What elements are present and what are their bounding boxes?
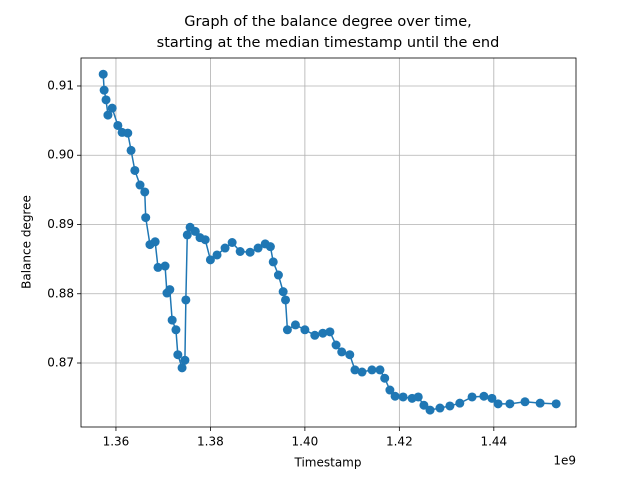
data-point xyxy=(220,243,230,253)
data-point xyxy=(98,69,108,79)
data-point xyxy=(273,270,283,280)
data-point xyxy=(180,355,190,365)
data-point xyxy=(331,340,341,350)
data-point xyxy=(245,247,255,257)
data-point xyxy=(337,347,347,357)
data-point xyxy=(160,261,170,271)
data-point xyxy=(265,242,275,252)
data-point xyxy=(493,399,503,409)
data-point xyxy=(380,373,390,383)
x-tick-label: 1.42 xyxy=(386,435,413,449)
data-point xyxy=(200,235,210,245)
data-point xyxy=(398,392,408,402)
data-point xyxy=(141,213,151,223)
data-point xyxy=(140,187,150,197)
data-point xyxy=(455,398,465,408)
data-point xyxy=(390,391,400,401)
data-point xyxy=(103,110,113,120)
data-point xyxy=(367,365,377,375)
y-tick-label: 0.89 xyxy=(47,217,74,231)
plot-frame xyxy=(80,57,577,428)
data-point xyxy=(171,325,181,335)
data-point xyxy=(318,328,328,338)
data-point xyxy=(278,287,288,297)
data-point xyxy=(107,103,117,113)
data-point xyxy=(282,325,292,335)
data-point xyxy=(253,243,263,253)
chart-title: Graph of the balance degree over time, xyxy=(184,14,472,30)
data-point xyxy=(487,393,497,403)
data-point xyxy=(135,180,145,190)
data-point xyxy=(425,405,435,415)
data-point xyxy=(113,120,123,130)
data-point xyxy=(350,365,360,375)
data-point xyxy=(445,401,455,411)
data-point xyxy=(419,400,429,410)
x-axis-label: Timestamp xyxy=(294,456,362,470)
y-axis-label: Balance degree xyxy=(20,195,34,289)
data-point xyxy=(479,391,489,401)
x-tick-label: 1.40 xyxy=(292,435,319,449)
x-tick-label: 1.36 xyxy=(103,435,130,449)
data-point xyxy=(181,295,191,305)
data-point xyxy=(520,397,530,407)
data-point xyxy=(310,330,320,340)
data-point xyxy=(99,85,109,95)
data-point xyxy=(357,367,367,377)
data-point xyxy=(467,392,477,402)
data-line xyxy=(102,74,557,411)
data-point xyxy=(325,327,335,337)
data-point xyxy=(165,285,175,295)
y-tick-label: 0.90 xyxy=(47,148,74,162)
data-point xyxy=(227,238,237,247)
x-offset-label: 1e9 xyxy=(553,454,576,468)
data-point xyxy=(126,145,136,155)
data-point xyxy=(375,365,385,375)
data-point xyxy=(281,295,291,305)
x-tick-label: 1.38 xyxy=(197,435,224,449)
data-point xyxy=(177,363,187,373)
data-point xyxy=(435,403,445,413)
data-point xyxy=(167,315,177,325)
data-point xyxy=(300,325,310,335)
data-point xyxy=(173,350,183,360)
y-tick-label: 0.87 xyxy=(47,356,74,370)
data-point xyxy=(205,255,215,265)
data-point xyxy=(235,247,245,257)
data-point xyxy=(268,257,278,267)
data-point xyxy=(505,399,515,409)
data-point xyxy=(153,262,163,272)
data-point xyxy=(182,230,192,240)
data-point xyxy=(130,165,140,175)
data-point xyxy=(385,385,395,395)
x-tick-label: 1.44 xyxy=(480,435,507,449)
data-point xyxy=(190,226,200,236)
data-point xyxy=(123,128,133,138)
data-point xyxy=(290,320,300,330)
data-point xyxy=(535,398,545,408)
data-point xyxy=(212,250,222,260)
y-tick-label: 0.91 xyxy=(47,78,74,92)
data-point xyxy=(150,237,160,247)
data-point xyxy=(413,392,423,402)
chart-title: starting at the median timestamp until t… xyxy=(157,35,500,51)
data-point xyxy=(345,350,355,360)
data-point xyxy=(101,95,111,105)
y-tick-label: 0.88 xyxy=(47,286,74,300)
data-point xyxy=(551,399,561,409)
